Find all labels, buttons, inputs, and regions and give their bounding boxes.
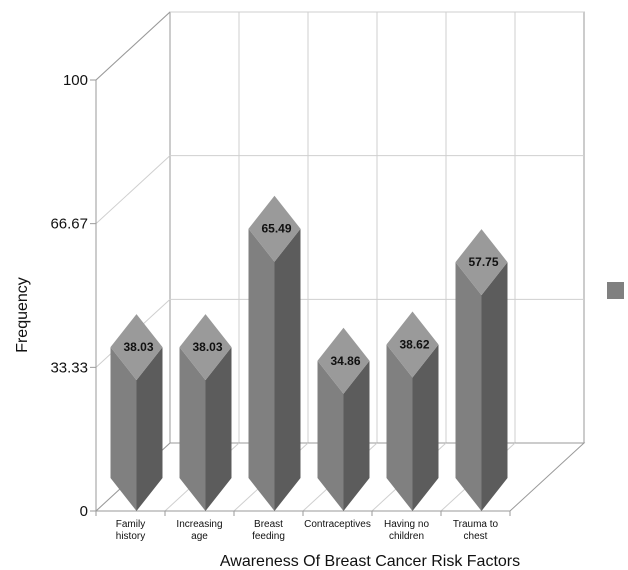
x-tick-label-line: Increasing bbox=[176, 519, 222, 530]
x-axis-title: Awareness Of Breast Cancer Risk Factors bbox=[220, 553, 520, 570]
x-tick-label-line: chest bbox=[464, 531, 488, 542]
x-tick-label-line: age bbox=[191, 531, 208, 542]
x-tick-label: Breast feeding bbox=[252, 519, 285, 542]
bar-side-face bbox=[274, 228, 301, 511]
bar-front-face bbox=[317, 360, 344, 511]
bar-value-label: 38.62 bbox=[399, 338, 429, 352]
labels-layer: 0 33.33 66.67 100 38.03 Family history 38.03 Inc… bbox=[50, 72, 498, 542]
bar-side-face bbox=[412, 344, 439, 511]
bar-side-face bbox=[205, 347, 232, 511]
x-tick-label-line: Trauma to bbox=[453, 519, 499, 530]
bar bbox=[455, 229, 508, 511]
side-wall-gridline bbox=[95, 155, 171, 225]
bar-top-face bbox=[455, 229, 508, 296]
bar-top-face bbox=[317, 327, 370, 394]
x-tick-label-line: Family bbox=[116, 519, 145, 530]
bar-value-label: 38.03 bbox=[192, 340, 222, 354]
x-tick-label: Contraceptives bbox=[304, 519, 371, 530]
bar-front-face bbox=[110, 347, 137, 511]
x-tick-label-line: Contraceptives bbox=[304, 519, 371, 530]
y-tick-label: 100 bbox=[63, 72, 88, 89]
x-tick-label: Family history bbox=[116, 519, 145, 542]
bar bbox=[248, 195, 301, 511]
side-wall-top-edge bbox=[95, 11, 171, 81]
y-tick-label: 0 bbox=[80, 503, 88, 520]
bar-top-face bbox=[179, 314, 232, 381]
bar bbox=[386, 311, 439, 511]
bar-front-face bbox=[386, 344, 413, 511]
bar-top-face bbox=[110, 314, 163, 381]
y-tick-label: 66.67 bbox=[50, 216, 88, 233]
bar bbox=[317, 327, 370, 511]
x-tick-label-line: history bbox=[116, 531, 145, 542]
bar-front-face bbox=[248, 228, 275, 511]
bar-front-face bbox=[179, 347, 206, 511]
y-tick-label: 33.33 bbox=[50, 359, 88, 376]
bar bbox=[179, 314, 232, 511]
bar-top-face bbox=[248, 195, 301, 262]
x-tick-label-line: feeding bbox=[252, 531, 285, 542]
x-tick-label-line: Breast bbox=[254, 519, 283, 530]
bar-top-face bbox=[386, 311, 439, 378]
legend-swatch bbox=[607, 282, 624, 299]
bar-value-label: 65.49 bbox=[261, 222, 291, 236]
x-tick-label-line: children bbox=[389, 531, 424, 542]
bar-value-label: 38.03 bbox=[123, 340, 153, 354]
bar-side-face bbox=[343, 360, 370, 511]
bar-value-label: 57.75 bbox=[468, 255, 498, 269]
bar bbox=[110, 314, 163, 511]
x-tick-label: Having no children bbox=[384, 519, 429, 542]
y-axis-title: Frequency bbox=[14, 277, 31, 353]
x-tick-label: Increasing age bbox=[176, 519, 222, 542]
bar-side-face bbox=[481, 262, 508, 511]
x-tick-label: Trauma to chest bbox=[453, 519, 499, 542]
bar-front-face bbox=[455, 262, 482, 511]
x-tick-label-line: Having no bbox=[384, 519, 429, 530]
bar-side-face bbox=[136, 347, 163, 511]
bars-layer bbox=[110, 195, 508, 511]
bar-value-label: 34.86 bbox=[330, 354, 360, 368]
